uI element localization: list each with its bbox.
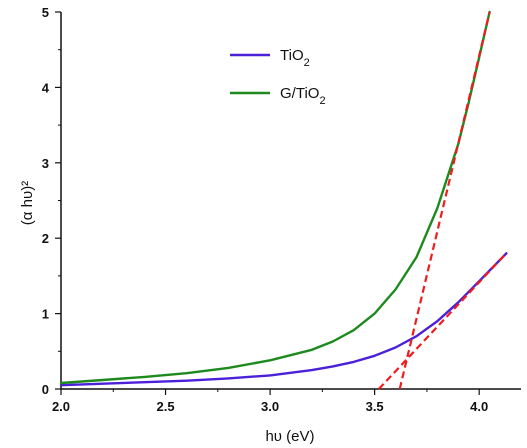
y-tick-label: 2 — [42, 231, 49, 246]
series-line — [59, 252, 508, 387]
y-tick-label: 1 — [42, 307, 49, 322]
legend: TiO2 G/TiO2 — [230, 47, 326, 107]
x-tick-label: 4.0 — [470, 399, 488, 414]
ticks-layer: 2.0 2.5 3.0 3.5 4.0 0 1 2 3 4 5 — [42, 5, 488, 414]
tangent-line — [378, 252, 508, 390]
tangent-layer — [378, 11, 508, 390]
y-tick-label: 4 — [42, 80, 50, 95]
y-tick-label: 5 — [42, 5, 49, 20]
series-line — [59, 10, 491, 385]
y-tick-label: 3 — [42, 156, 49, 171]
legend-label: TiO2 — [280, 47, 310, 69]
x-tick-label: 3.0 — [261, 399, 279, 414]
x-tick-label: 3.5 — [366, 399, 384, 414]
series-layer — [59, 10, 508, 387]
x-tick-label: 2.0 — [52, 399, 70, 414]
legend-label: G/TiO2 — [280, 85, 326, 107]
y-axis-label: (α hυ)² — [19, 181, 36, 225]
x-axis-label: hυ (eV) — [265, 428, 314, 445]
x-tick-label: 2.5 — [157, 399, 175, 414]
y-tick-label: 0 — [42, 382, 49, 397]
tangent-line — [398, 11, 491, 390]
axes-layer — [60, 12, 521, 390]
